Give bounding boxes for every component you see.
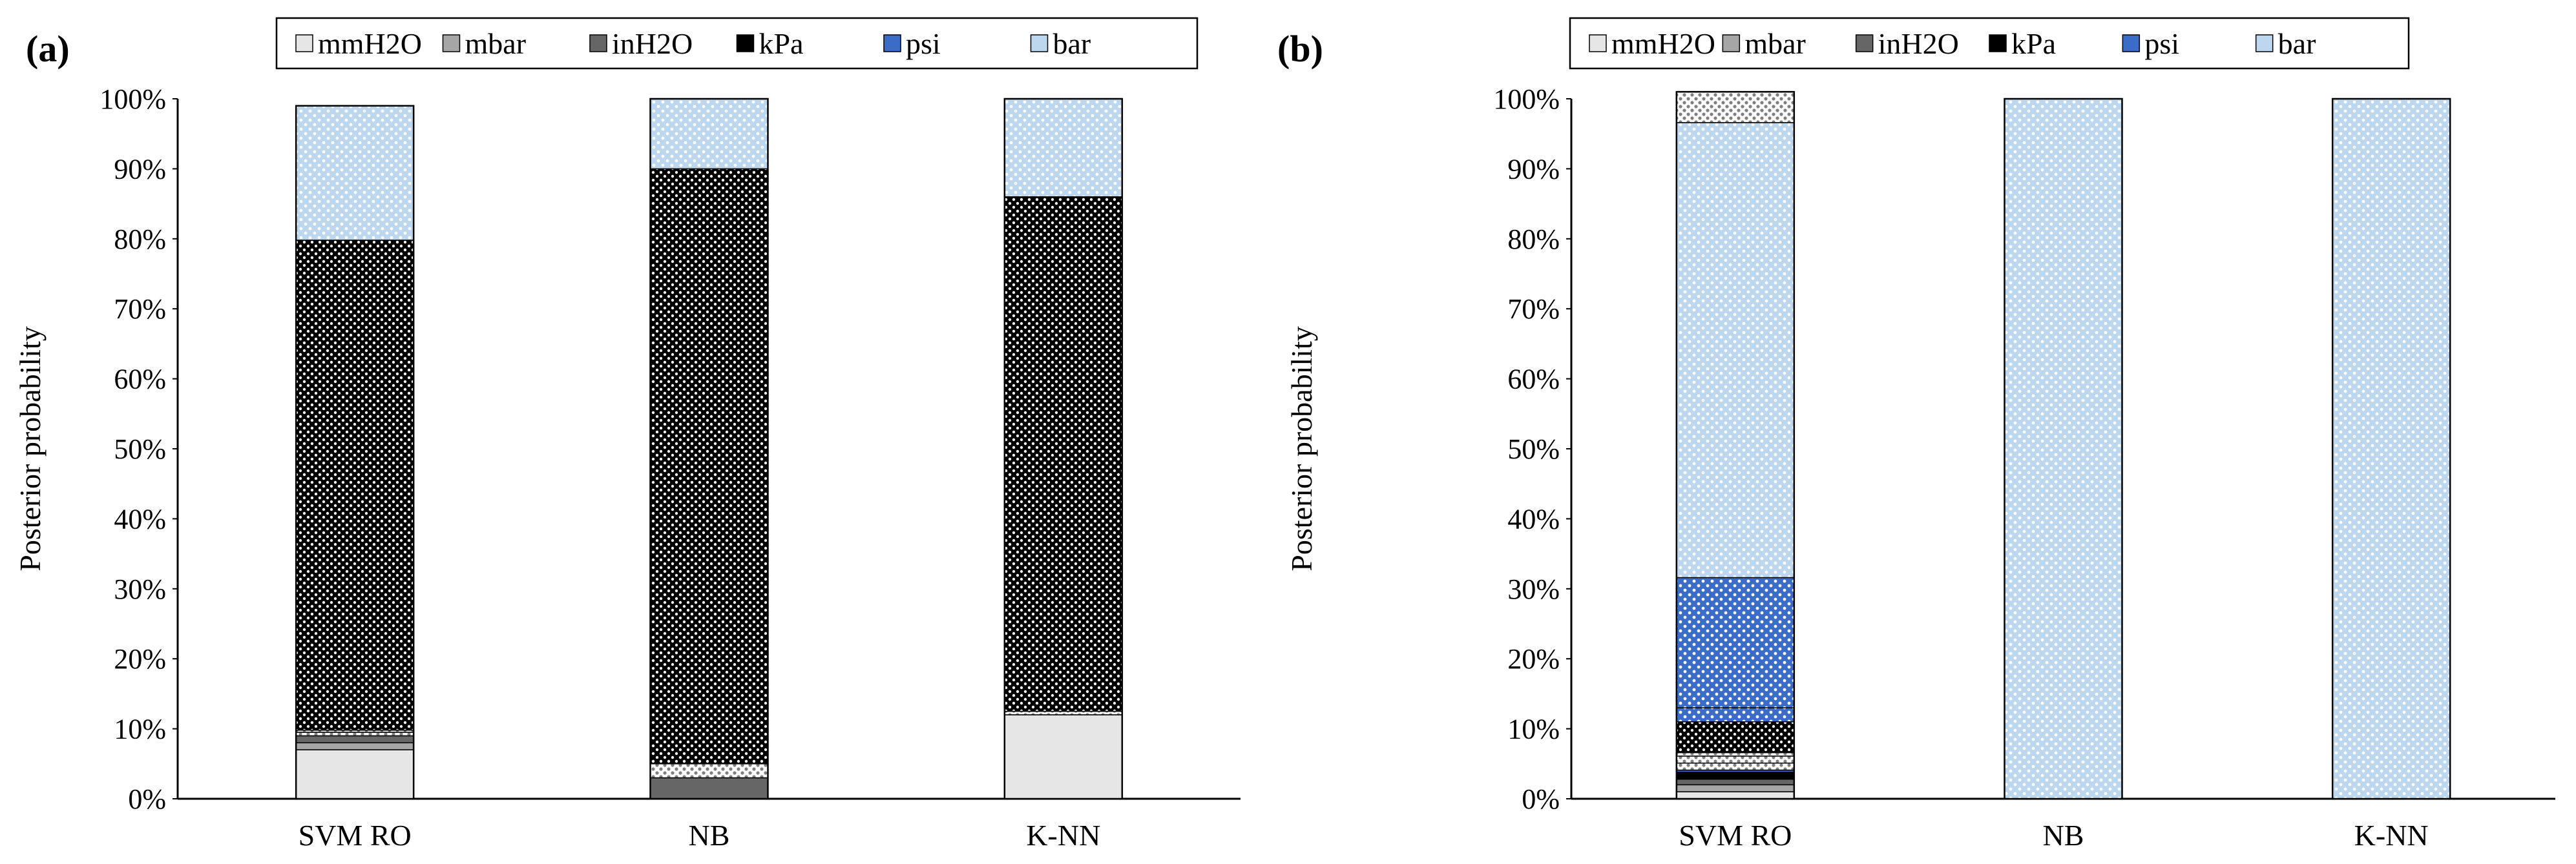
bar-segment-kpa-pattern-	[649, 168, 769, 765]
legend-label: mbar	[1744, 27, 1806, 60]
x-tick-label: SVM RO	[298, 819, 412, 852]
y-tick-label: 10%	[114, 714, 166, 745]
y-tick-label: 70%	[114, 293, 166, 325]
bar-segment-inh2o	[1676, 778, 1795, 786]
bar-segment-inh2o-pattern-	[1676, 752, 1795, 757]
y-tick-label: 30%	[1507, 573, 1560, 605]
legend-label: kPa	[759, 27, 804, 60]
bar-segment-mmh2o-pattern-	[649, 763, 769, 779]
bar-outline	[649, 98, 769, 800]
y-tick-label: 50%	[1507, 433, 1560, 465]
legend-label: inH2O	[612, 27, 693, 60]
bar-segment-mmh2o-pattern-	[1004, 710, 1123, 715]
bar-segment-mmh2o	[1004, 714, 1123, 799]
y-tick-label: 30%	[114, 573, 166, 605]
x-tick-label: K-NN	[2354, 819, 2429, 852]
bar-segment-psi-pattern-	[1676, 707, 1795, 723]
legend-label: inH2O	[1878, 27, 1959, 60]
legend-swatch	[1722, 34, 1741, 52]
bar-segment-mbar	[295, 742, 414, 750]
legend-swatch	[883, 34, 901, 52]
bar-segment-mmh2o-pattern-	[295, 732, 414, 737]
y-tick-label: 10%	[1507, 714, 1560, 745]
bar-segment-mbar	[1676, 784, 1795, 792]
bar-segment-bar-pattern-	[2004, 98, 2123, 799]
bar-segment-mmh2o	[1676, 791, 1795, 799]
y-axis-label: Posterior probability	[14, 326, 47, 571]
x-tick-label: NB	[2043, 819, 2084, 852]
bar-segment-bar-light-pattern-	[1676, 91, 1795, 123]
bar-segment-psi-light-pattern-	[1676, 577, 1795, 708]
bar-segment-kpa-pattern-	[1004, 196, 1123, 712]
y-tick-label: 0%	[1522, 783, 1560, 815]
x-tick-label: NB	[689, 819, 730, 852]
y-tick-label: 70%	[1507, 293, 1560, 325]
legend-swatch	[736, 34, 755, 52]
y-tick-label: 40%	[114, 503, 166, 535]
legend-swatch	[1030, 34, 1049, 52]
legend-swatch	[295, 34, 313, 52]
panel-label: (b)	[1277, 28, 1323, 70]
y-tick-label: 20%	[114, 643, 166, 675]
bar-outline	[1675, 90, 1796, 800]
y-tick-label: 60%	[1507, 364, 1560, 395]
y-tick-label: 80%	[1507, 223, 1560, 255]
legend-swatch	[2122, 34, 2141, 52]
legend-swatch	[1855, 34, 1874, 52]
legend-label: bar	[1053, 27, 1091, 60]
y-tick-label: 20%	[1507, 643, 1560, 675]
legend-swatch	[442, 34, 461, 52]
bar-segment-kpa-pattern-	[295, 240, 414, 731]
panel-b: (b) Posterior probability 0% 10% 20% 30% 40% 50…	[1277, 17, 2555, 852]
bar-segment-kpa	[1676, 772, 1795, 780]
legend-label: mmH2O	[1611, 27, 1715, 60]
bar-segment-inh2o	[295, 735, 414, 744]
bar-outline	[2331, 98, 2451, 800]
bar-outline	[1003, 98, 1124, 800]
legend-label: mbar	[465, 27, 527, 60]
y-tick-label: 40%	[1507, 503, 1560, 535]
y-tick-label: 90%	[1507, 153, 1560, 185]
panel-label: (a)	[26, 28, 70, 70]
bar-segment-bar-pattern-	[1004, 98, 1123, 198]
y-tick-label: 80%	[114, 223, 166, 255]
y-tick-label: 50%	[114, 433, 166, 465]
bar-outline	[295, 105, 415, 800]
bar-segment-inh2o	[649, 777, 769, 799]
x-tick-label: SVM RO	[1679, 819, 1792, 852]
legend-label: mmH2O	[318, 27, 422, 60]
y-axis-label: Posterior probability	[1285, 326, 1318, 571]
bar-segment-bar-pattern-	[1676, 122, 1795, 579]
bar-segment-mmh2o-pattern-	[1676, 762, 1795, 771]
legend-swatch	[1989, 34, 2007, 52]
legend-swatch	[2255, 34, 2274, 52]
legend-swatch	[1589, 34, 1607, 52]
legend-swatch	[589, 34, 607, 52]
bar-segment-bar-pattern-	[649, 98, 769, 170]
y-tick-label: 90%	[114, 153, 166, 185]
panel-a: (a) Posterior probability 0% 10% 20% 30% 40% 50…	[14, 17, 1241, 852]
bar-segment-mbar-pattern-	[1676, 756, 1795, 764]
legend-label: kPa	[2011, 27, 2056, 60]
legend-label: psi	[906, 27, 941, 60]
bar-outline	[2004, 98, 2123, 800]
y-tick-label: 0%	[128, 783, 166, 815]
y-tick-label: 100%	[99, 83, 166, 115]
x-tick-label: K-NN	[1026, 819, 1100, 852]
bar-segment-bar-pattern-	[295, 105, 414, 241]
y-tick-label: 60%	[114, 364, 166, 395]
y-tick-label: 100%	[1493, 83, 1560, 115]
bar-segment-mmh2o	[295, 749, 414, 799]
bar-segment-bar-pattern-	[2332, 98, 2451, 799]
bar-segment-kpa-pattern-	[1676, 721, 1795, 754]
legend-label: psi	[2144, 27, 2179, 60]
legend-label: bar	[2278, 27, 2316, 60]
